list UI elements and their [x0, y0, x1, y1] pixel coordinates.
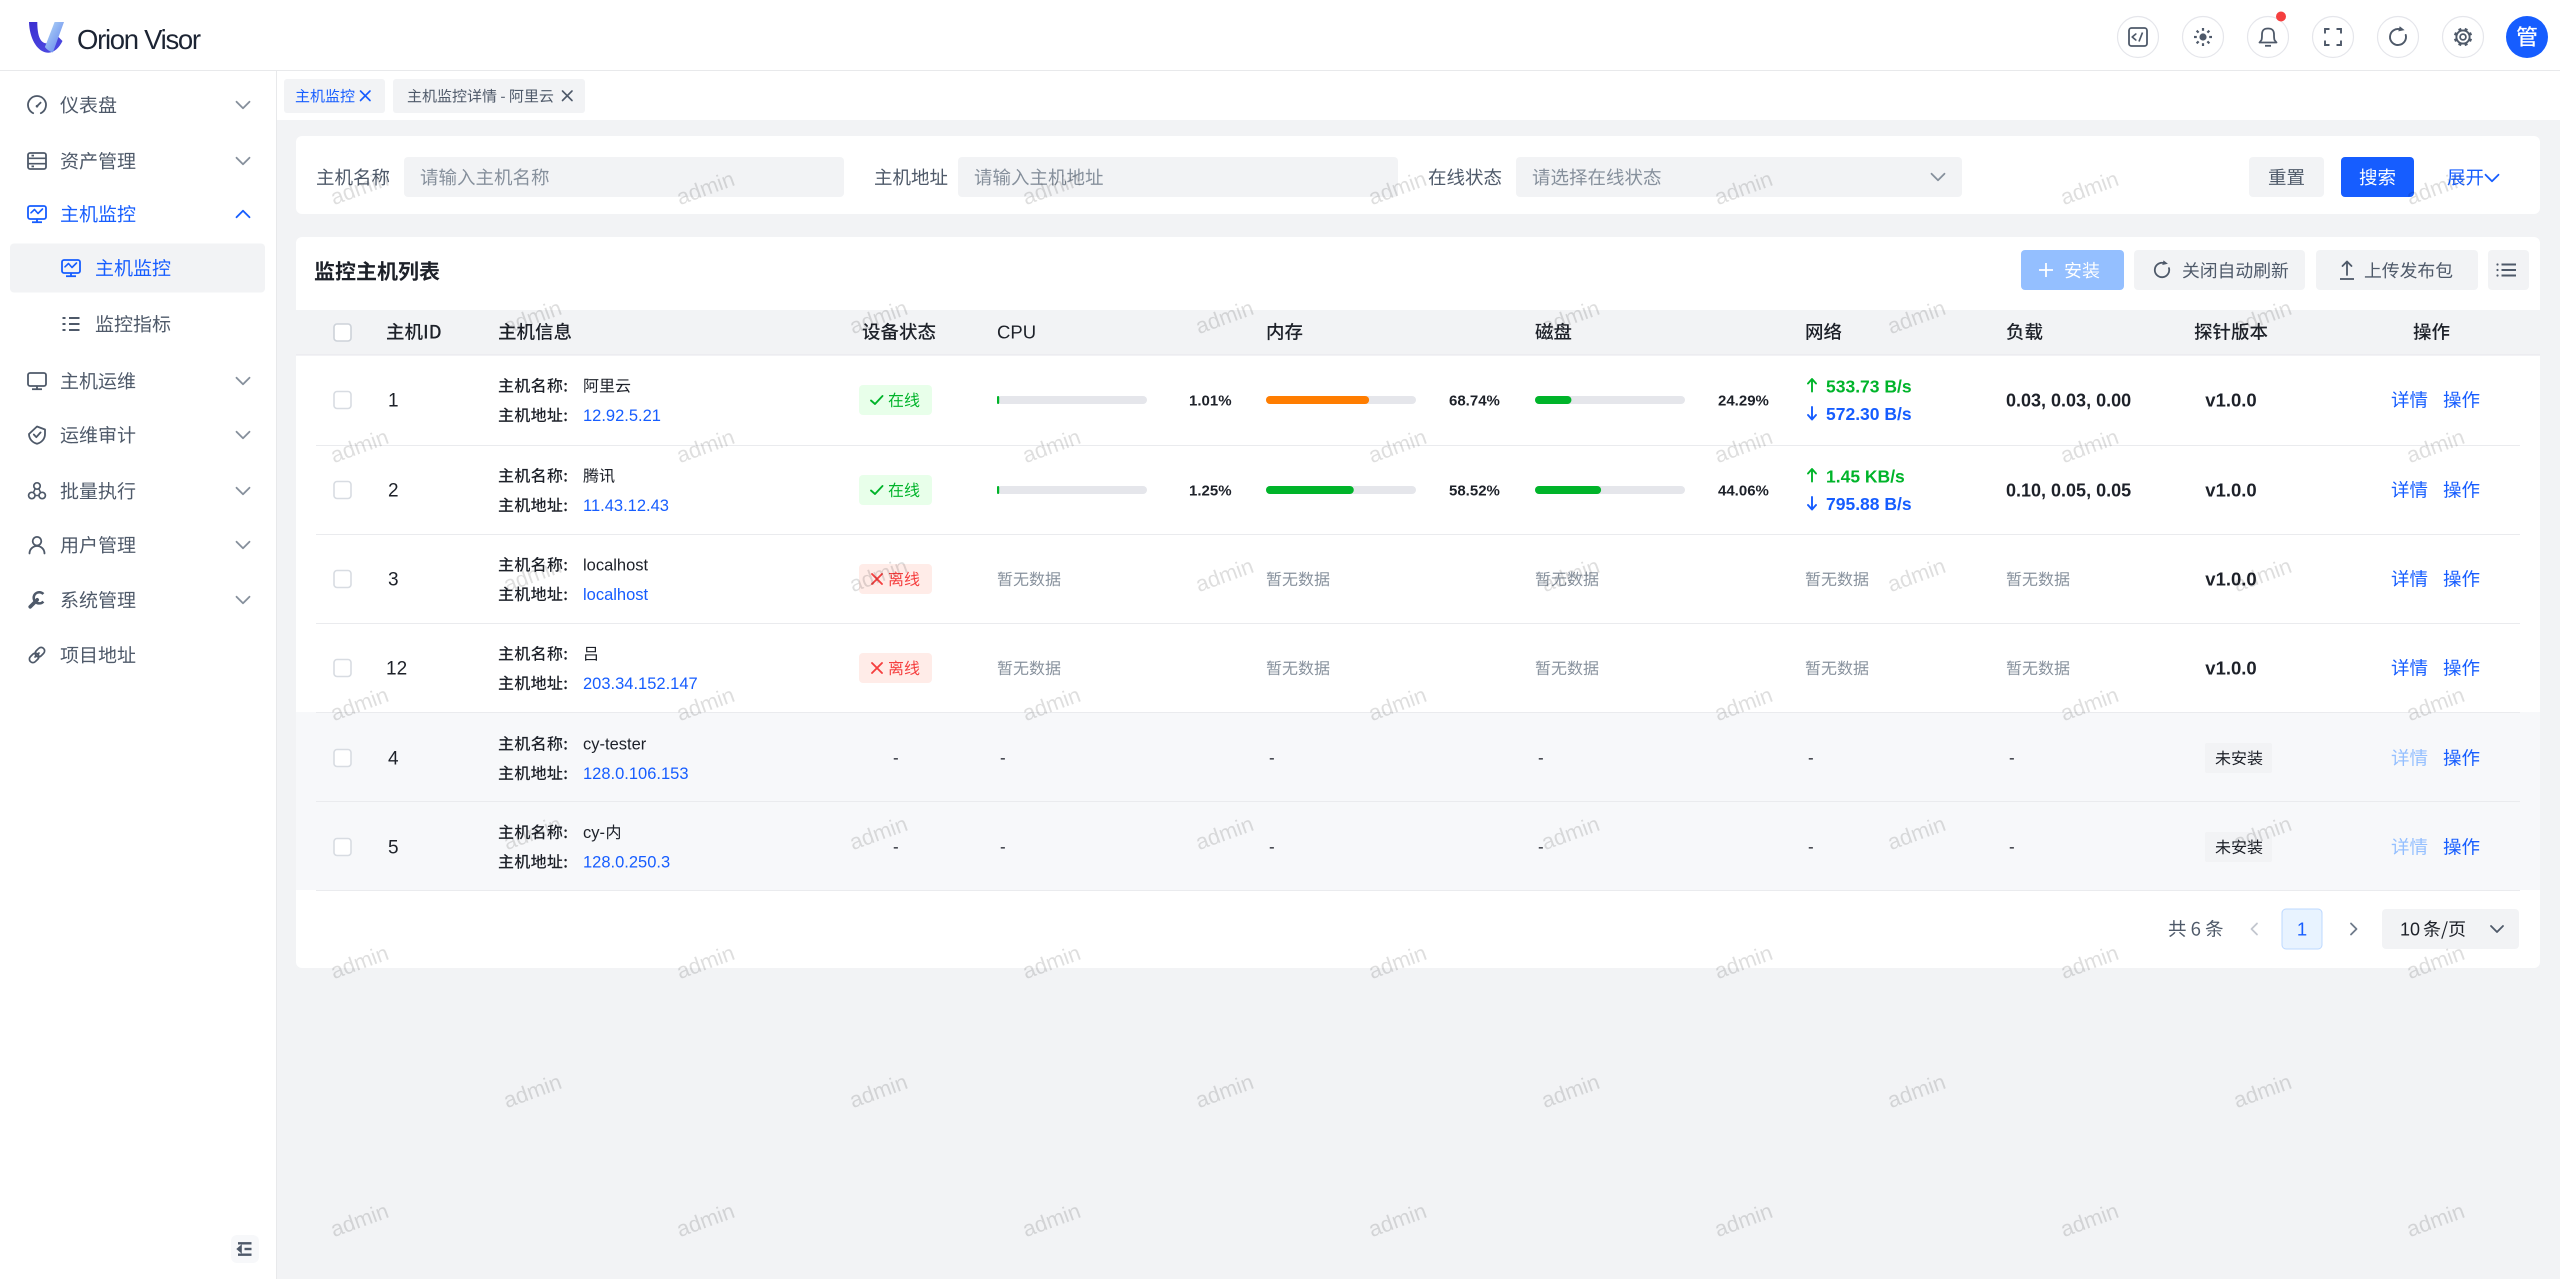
svg-text:-: - — [2009, 749, 2015, 768]
svg-text:v1.0.0: v1.0.0 — [2205, 658, 2256, 679]
svg-text:4: 4 — [388, 749, 399, 770]
svg-text:2: 2 — [388, 481, 399, 502]
svg-text:128.0.250.3: 128.0.250.3 — [583, 854, 670, 872]
svg-text:cy-: cy- — [583, 824, 605, 842]
svg-text:-: - — [893, 838, 899, 857]
svg-text:1: 1 — [388, 391, 399, 412]
svg-text:128.0.106.153: 128.0.106.153 — [583, 765, 689, 783]
svg-text:-: - — [1000, 749, 1006, 768]
svg-text:v1.0.0: v1.0.0 — [2205, 390, 2256, 411]
svg-text:572.30 B/s: 572.30 B/s — [1826, 404, 1912, 424]
svg-text:cy-tester: cy-tester — [583, 736, 647, 754]
svg-text:12: 12 — [386, 659, 407, 680]
svg-text:-: - — [1000, 838, 1006, 857]
svg-text:5: 5 — [388, 838, 399, 859]
svg-text:-: - — [1538, 749, 1544, 768]
svg-text:58.52%: 58.52% — [1449, 483, 1500, 500]
svg-text:Orion Visor: Orion Visor — [77, 24, 201, 55]
svg-text:10: 10 — [2400, 920, 2420, 940]
svg-text:-: - — [1808, 749, 1814, 768]
svg-text:-: - — [1269, 749, 1275, 768]
svg-text:203.34.152.147: 203.34.152.147 — [583, 675, 698, 693]
svg-text:1.45 KB/s: 1.45 KB/s — [1826, 467, 1905, 487]
svg-text:0.03, 0.03, 0.00: 0.03, 0.03, 0.00 — [2006, 391, 2131, 411]
svg-text:44.06%: 44.06% — [1718, 483, 1769, 500]
svg-text:12.92.5.21: 12.92.5.21 — [583, 407, 661, 425]
svg-text:24.29%: 24.29% — [1718, 393, 1769, 410]
svg-text:1.25%: 1.25% — [1189, 483, 1232, 500]
svg-text:CPU: CPU — [997, 322, 1036, 343]
svg-text:795.88 B/s: 795.88 B/s — [1826, 494, 1912, 514]
svg-text:-: - — [2009, 838, 2015, 857]
svg-text:0.10, 0.05, 0.05: 0.10, 0.05, 0.05 — [2006, 481, 2131, 501]
svg-text:11.43.12.43: 11.43.12.43 — [583, 497, 669, 515]
svg-text:1: 1 — [2297, 919, 2307, 940]
svg-text:-: - — [893, 749, 899, 768]
svg-text:localhost: localhost — [583, 586, 649, 604]
svg-text:-: - — [1269, 838, 1275, 857]
svg-text:localhost: localhost — [583, 557, 649, 575]
svg-text:68.74%: 68.74% — [1449, 393, 1500, 410]
svg-text:-: - — [1808, 838, 1814, 857]
svg-text:-: - — [1538, 838, 1544, 857]
svg-text:v1.0.0: v1.0.0 — [2205, 569, 2256, 590]
svg-text:1.01%: 1.01% — [1189, 393, 1232, 410]
svg-text:v1.0.0: v1.0.0 — [2205, 480, 2256, 501]
svg-text:533.73 B/s: 533.73 B/s — [1826, 377, 1912, 397]
svg-text:3: 3 — [388, 570, 399, 591]
